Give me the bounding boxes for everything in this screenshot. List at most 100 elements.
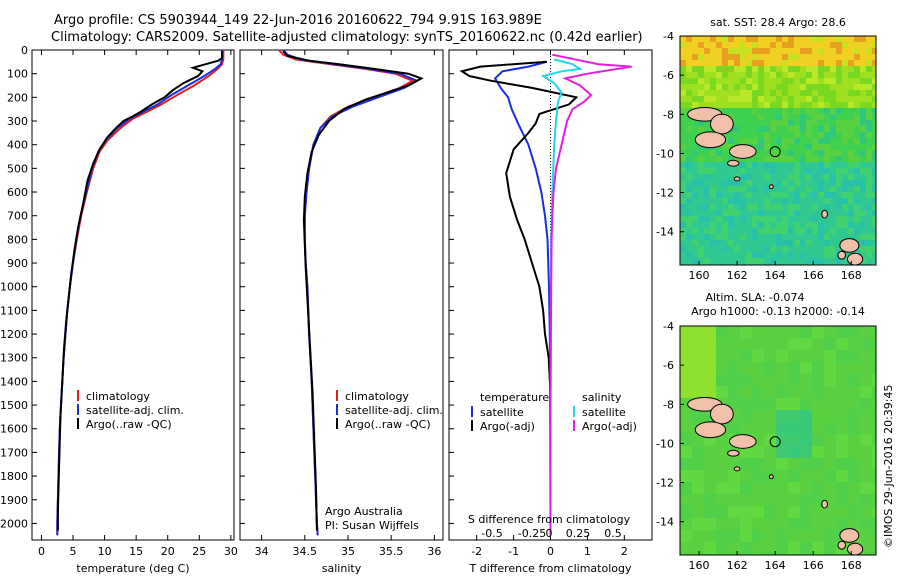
x2-tick-label: -0.25 — [518, 527, 546, 540]
map-cell — [806, 126, 812, 132]
map-cell — [818, 258, 824, 264]
map-cell — [680, 132, 686, 138]
y-tick-label: 800 — [7, 233, 28, 246]
map-cell — [788, 542, 800, 554]
map-cell — [794, 222, 800, 228]
map-cell — [704, 102, 710, 108]
map-cell — [758, 78, 764, 84]
map-cell — [710, 36, 716, 42]
map-cell — [686, 186, 692, 192]
map-cell — [800, 114, 806, 120]
y-tick-label: -12 — [656, 477, 674, 490]
map-cell — [830, 108, 836, 114]
map-cell — [734, 216, 740, 222]
map-cell — [812, 150, 818, 156]
map-cell — [704, 458, 716, 470]
map-cell — [872, 228, 876, 234]
island-shape — [728, 144, 757, 159]
map-cell — [848, 228, 854, 234]
map-cell — [752, 72, 758, 78]
map-cell — [680, 42, 686, 48]
map-cell — [848, 114, 854, 120]
map-cell — [716, 434, 728, 446]
map-cell — [788, 234, 794, 240]
map-cell — [764, 42, 770, 48]
map-cell — [788, 150, 794, 156]
map-cell — [746, 186, 752, 192]
map-cell — [794, 72, 800, 78]
map-cell — [680, 126, 686, 132]
map-cell — [800, 126, 806, 132]
map-cell — [866, 36, 872, 42]
map-cell — [722, 246, 728, 252]
map-cell — [836, 120, 842, 126]
map-cell — [776, 168, 782, 174]
map-cell — [872, 198, 876, 204]
map-cell — [836, 180, 842, 186]
map-cell — [860, 72, 866, 78]
map-cell — [758, 60, 764, 66]
map-cell — [740, 204, 746, 210]
map-cell — [764, 150, 770, 156]
map-cell — [686, 234, 692, 240]
x-tick-label: 34.5 — [293, 545, 318, 558]
map-cell — [812, 126, 818, 132]
map-cell — [872, 410, 876, 422]
map-cell — [746, 180, 752, 186]
y-tick-label: 700 — [7, 210, 28, 223]
map-cell — [782, 192, 788, 198]
map-cell — [872, 36, 876, 42]
map-cell — [698, 36, 704, 42]
map-cell — [788, 228, 794, 234]
map-cell — [728, 54, 734, 60]
island-shape — [733, 176, 741, 182]
map-cell — [812, 216, 818, 222]
map-cell — [806, 198, 812, 204]
map-cell — [758, 156, 764, 162]
map-cell — [818, 36, 824, 42]
map-cell — [794, 258, 800, 264]
map-cell — [680, 506, 692, 518]
map-cell — [728, 506, 740, 518]
annotation-text: Argo Australia — [325, 505, 403, 518]
map-cell — [758, 234, 764, 240]
map-cell — [746, 222, 752, 228]
map-cell — [686, 240, 692, 246]
map-cell — [680, 458, 692, 470]
map-cell — [710, 222, 716, 228]
map-cell — [776, 326, 788, 338]
map-cell — [764, 204, 770, 210]
map-cell — [836, 54, 842, 60]
map-cell — [800, 66, 806, 72]
map-cell — [800, 246, 806, 252]
map-cell — [728, 108, 734, 114]
map-cell — [692, 542, 704, 554]
map-cell — [842, 132, 848, 138]
map-cell — [860, 150, 866, 156]
map-cell — [680, 252, 686, 258]
map-cell — [848, 234, 854, 240]
map-cell — [776, 114, 782, 120]
map-cell — [692, 458, 704, 470]
map-cell — [704, 338, 716, 350]
map-cell — [836, 422, 848, 434]
map-cell — [734, 198, 740, 204]
y-tick-label: 400 — [7, 139, 28, 152]
map-cell — [872, 240, 876, 246]
map-cell — [740, 198, 746, 204]
map-cell — [680, 174, 686, 180]
map-cell — [812, 362, 824, 374]
y-tick-label: 1200 — [0, 328, 28, 341]
map-cell — [776, 386, 788, 398]
map-cell — [818, 192, 824, 198]
map-cell — [710, 42, 716, 48]
map-cell — [854, 42, 860, 48]
map-cell — [728, 246, 734, 252]
map-cell — [812, 434, 824, 446]
map-cell — [848, 398, 860, 410]
map-cell — [782, 36, 788, 42]
map-cell — [752, 108, 758, 114]
map-cell — [692, 102, 698, 108]
map-cell — [716, 168, 722, 174]
